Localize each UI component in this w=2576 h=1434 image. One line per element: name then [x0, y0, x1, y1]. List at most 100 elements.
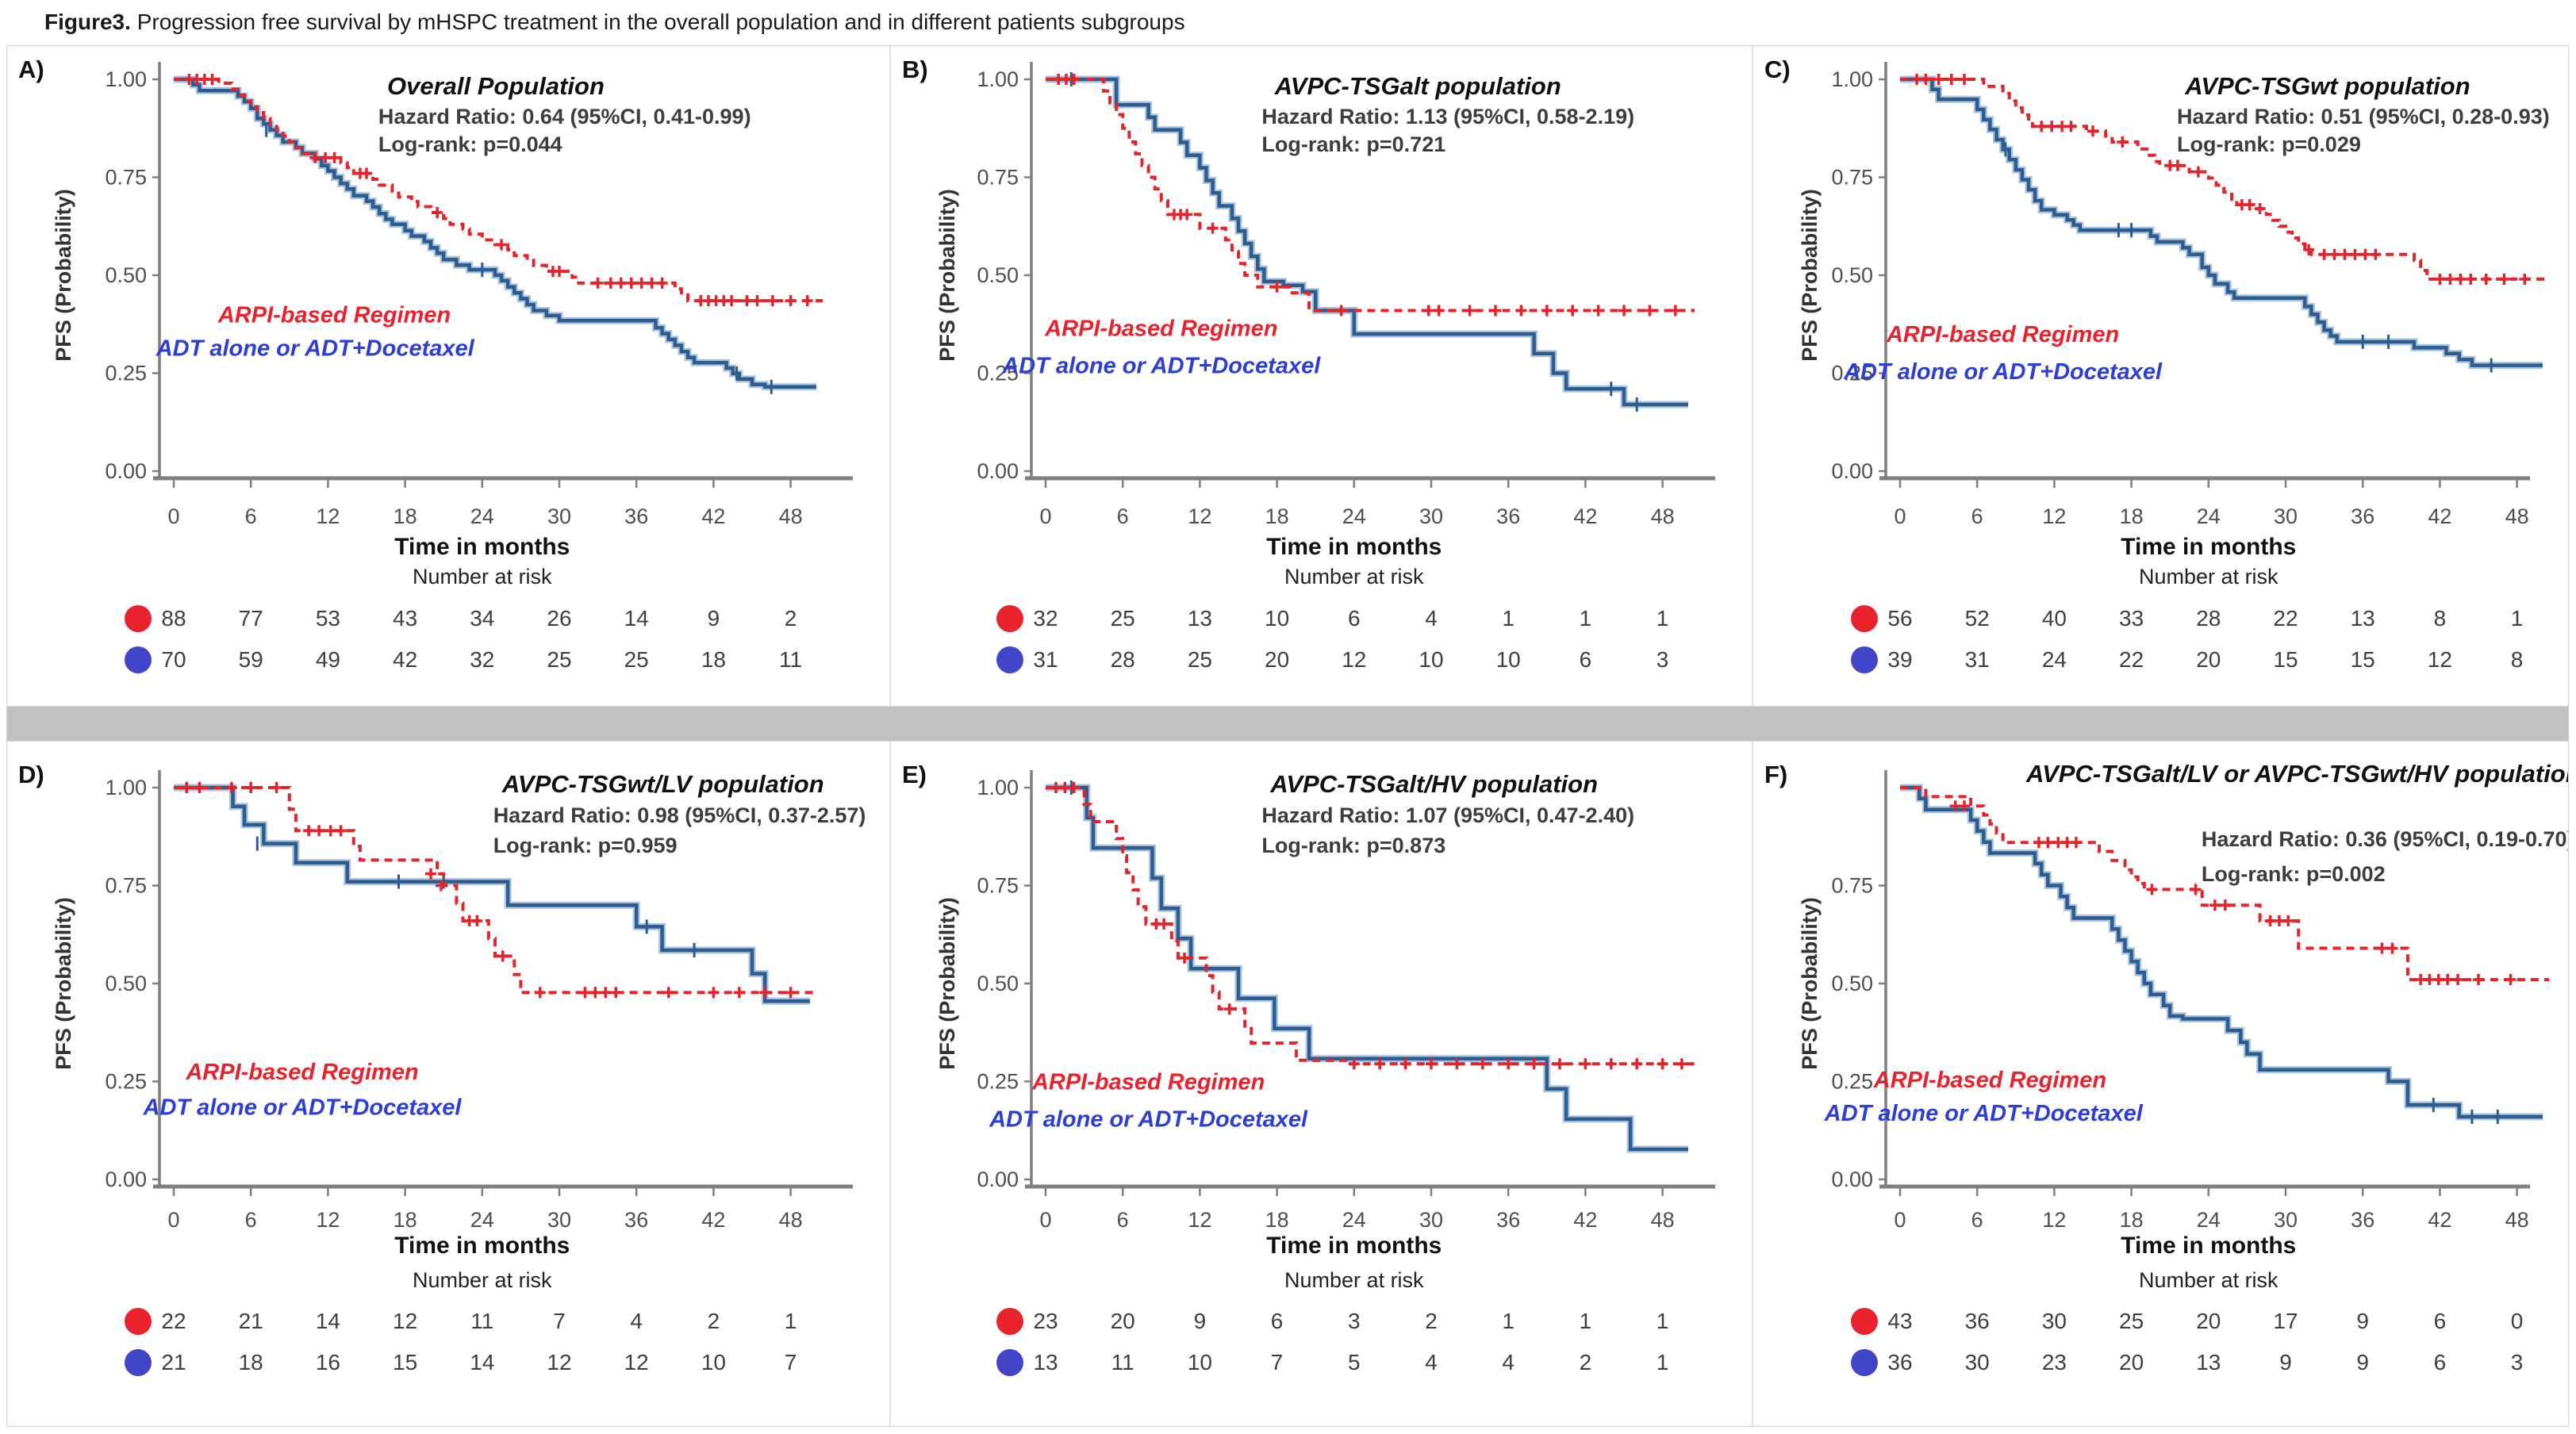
y-tick-label: 0.75	[105, 166, 147, 190]
legend-adt: ADT alone or ADT+Docetaxel	[1001, 354, 1321, 379]
adt-risk-count: 3	[1657, 647, 1669, 672]
adt-risk-dot	[1851, 646, 1878, 673]
x-tick-label: 36	[2351, 1208, 2374, 1232]
y-tick-label: 0.25	[977, 1070, 1019, 1094]
y-tick-label: 0.75	[105, 874, 147, 898]
adt-curve	[1900, 785, 2543, 1119]
panel-e: 1.00 0.75 0.50 0.25 0.00 0 6 12 18 24 30 36 42 48 PFS …	[891, 742, 1753, 1426]
arpi-risk-count: 9	[1194, 1309, 1207, 1333]
legend-arpi: ARPI-based Regimen	[1886, 322, 2119, 347]
legend-adt: ADT alone or ADT+Docetaxel	[143, 1095, 463, 1120]
x-tick-label: 42	[701, 1208, 725, 1232]
figure-label: Figure3.	[44, 10, 131, 34]
adt-risk-count: 16	[316, 1350, 340, 1375]
x-tick-label: 24	[2197, 504, 2221, 528]
arpi-risk-count: 23	[1033, 1309, 1058, 1333]
arpi-curve	[174, 78, 823, 303]
x-tick-label: 12	[316, 1208, 340, 1232]
arpi-risk-count: 11	[470, 1309, 493, 1333]
number-at-risk-label: Number at risk	[2139, 1268, 2278, 1292]
x-tick-label: 0	[1894, 1208, 1906, 1232]
arpi-risk-count: 12	[393, 1309, 417, 1333]
x-tick-label: 24	[470, 504, 494, 528]
adt-risk-count: 22	[2119, 647, 2144, 672]
x-tick-label: 42	[701, 504, 725, 528]
x-tick-label: 12	[316, 504, 340, 528]
x-tick-label: 42	[1573, 1208, 1597, 1232]
x-tick-label: 24	[470, 1208, 494, 1232]
x-tick-label: 0	[1039, 504, 1051, 528]
figure-caption-text: Progression free survival by mHSPC treat…	[130, 10, 1185, 34]
adt-risk-count: 7	[785, 1350, 797, 1375]
adt-risk-count: 39	[1887, 647, 1912, 672]
logrank-text: Log-rank: p=0.721	[1261, 132, 1445, 156]
arpi-risk-count: 6	[1348, 606, 1361, 631]
x-tick-label: 36	[1496, 1208, 1520, 1232]
number-at-risk-label: Number at risk	[2139, 565, 2278, 589]
arpi-risk-count: 0	[2511, 1309, 2524, 1333]
panel-b: 1.00 0.75 0.50 0.25 0.00 0 6 12 18 24 30 36 42 48 PFS …	[891, 46, 1753, 706]
hazard-ratio-text: Hazard Ratio: 0.51 (95%CI, 0.28-0.93)	[2177, 105, 2550, 128]
arpi-risk-count: 17	[2273, 1309, 2298, 1333]
arpi-risk-count: 10	[1265, 606, 1289, 631]
logrank-text: Log-rank: p=0.873	[1261, 834, 1445, 857]
legend-adt: ADT alone or ADT+Docetaxel	[1843, 359, 2163, 385]
legend-arpi: ARPI-based Regimen	[217, 302, 451, 328]
x-axis-title: Time in months	[394, 1233, 570, 1259]
adt-risk-count: 9	[2279, 1350, 2292, 1375]
km-chart-e: 1.000.750.500.250.000 6 12 18 24 30 36 42 48PFS …	[902, 761, 1715, 1376]
arpi-risk-count: 77	[239, 606, 263, 631]
adt-risk-count: 30	[1965, 1350, 1990, 1375]
arpi-curve	[1900, 78, 2550, 281]
arpi-risk-count: 43	[1887, 1309, 1912, 1333]
x-axis-title: Time in months	[394, 534, 570, 560]
number-at-risk-label: Number at risk	[413, 1268, 552, 1292]
adt-risk-dot	[996, 1349, 1023, 1376]
hazard-ratio-text: Hazard Ratio: 1.13 (95%CI, 0.58-2.19)	[1261, 105, 1634, 128]
number-at-risk-label: Number at risk	[413, 565, 552, 589]
arpi-risk-count: 25	[2119, 1309, 2144, 1333]
adt-risk-count: 10	[1496, 647, 1521, 672]
adt-risk-dot	[125, 646, 152, 673]
x-tick-label: 6	[245, 1208, 257, 1232]
figure-caption: Figure3. Progression free survival by mH…	[44, 10, 1185, 35]
adt-risk-count: 15	[393, 1350, 417, 1375]
panel-f: 0.75 0.50 0.25 0.00 0 6 12 18 24 30 36 42 48 PFS (Pro…	[1753, 742, 2568, 1426]
arpi-risk-dot	[996, 605, 1023, 632]
panel-letter: A)	[18, 56, 44, 83]
adt-risk-count: 7	[1271, 1350, 1284, 1375]
arpi-curve	[1046, 786, 1695, 1066]
y-tick-label: 0.75	[977, 166, 1019, 190]
x-tick-label: 42	[1573, 504, 1597, 528]
arpi-risk-count: 2	[1425, 1309, 1438, 1333]
adt-risk-count: 12	[547, 1350, 571, 1375]
x-tick-label: 6	[245, 504, 257, 528]
arpi-risk-count: 36	[1965, 1309, 1990, 1333]
arpi-risk-count: 9	[708, 606, 720, 631]
y-tick-label: 0.00	[105, 459, 147, 483]
adt-risk-dot	[125, 1349, 152, 1376]
adt-curve	[174, 785, 810, 1003]
x-tick-label: 0	[1894, 504, 1906, 528]
adt-risk-count: 12	[2428, 647, 2452, 672]
km-chart-a: 1.00 0.75 0.50 0.25 0.00 0 6 12 18 24 30 36 42 48 PFS …	[18, 56, 853, 673]
arpi-risk-count: 34	[470, 606, 494, 631]
x-tick-label: 30	[1419, 1208, 1443, 1232]
y-tick-label: 0.25	[1831, 1070, 1873, 1094]
arpi-risk-count: 22	[161, 1309, 186, 1333]
adt-curve	[1046, 77, 1688, 407]
adt-risk-count: 15	[2351, 647, 2375, 672]
panel-a: 1.00 0.75 0.50 0.25 0.00 0 6 12 18 24 30 36 42 48 PFS …	[7, 46, 891, 706]
y-tick-label: 0.25	[105, 1070, 147, 1094]
adt-curve	[1046, 785, 1688, 1152]
y-tick-label: 0.25	[105, 362, 147, 385]
arpi-risk-dot	[125, 605, 152, 632]
arpi-risk-count: 6	[2434, 1309, 2447, 1333]
km-chart-d: 1.000.750.500.250.000 6 12 18 24 30 36 42 48PFS …	[18, 761, 866, 1376]
panel-title: AVPC-TSGalt/LV or AVPC-TSGwt/HV populati…	[2025, 760, 2568, 788]
x-tick-label: 42	[2428, 504, 2451, 528]
arpi-curve	[1046, 78, 1695, 312]
arpi-risk-count: 40	[2042, 606, 2067, 631]
arpi-risk-count: 2	[708, 1309, 720, 1333]
y-tick-label: 0.25	[977, 362, 1019, 385]
